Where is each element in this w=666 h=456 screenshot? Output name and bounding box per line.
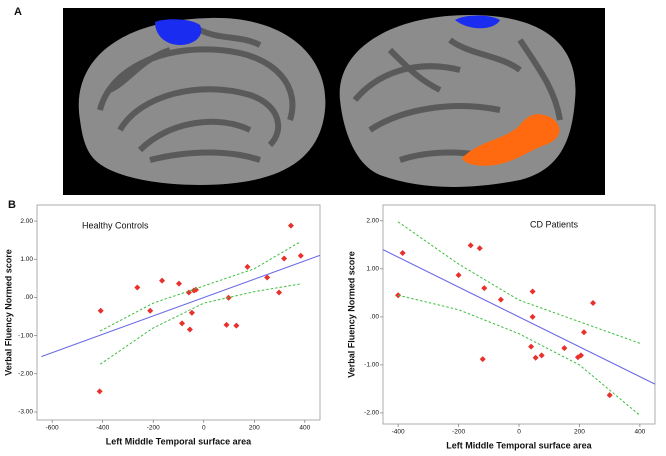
data-point <box>577 352 584 359</box>
fit-line <box>383 249 655 385</box>
panel-label: A <box>14 6 22 18</box>
data-point <box>97 307 104 314</box>
y-tick-label: .00 <box>24 294 33 301</box>
y-tick-label: -3.00 <box>18 409 33 416</box>
data-point <box>134 284 141 291</box>
x-tick-label: -600 <box>46 425 59 432</box>
plot-marks <box>41 222 320 395</box>
x-tick-label: 200 <box>574 429 585 436</box>
data-point <box>476 245 483 252</box>
x-tick-label: -400 <box>392 429 405 436</box>
x-tick-label: -200 <box>147 425 160 432</box>
data-point <box>399 250 406 257</box>
confidence-band <box>397 294 641 416</box>
data-point <box>497 296 504 303</box>
y-tick-label: 1.00 <box>20 256 33 263</box>
data-point <box>147 307 154 314</box>
data-point <box>529 288 536 295</box>
confidence-band <box>99 283 300 365</box>
chart: -600 -400 -200 0 200 400 2.00 1.00 .00 -1.00 -2.00… <box>3 204 321 446</box>
chart: -400 -200 0 200 400 2.00 1.00 .00 -1.00 -2.00 Left… <box>346 204 656 450</box>
data-point <box>297 252 304 259</box>
annotation: Healthy Controls <box>82 220 149 230</box>
fit-line <box>41 254 320 358</box>
y-axis-title: Verbal Fluency Normed score <box>3 249 13 376</box>
annotation: CD Patients <box>530 219 579 229</box>
panel-label: B <box>8 199 16 211</box>
data-point <box>186 326 193 333</box>
data-point <box>467 242 474 249</box>
data-point <box>532 354 539 361</box>
data-point <box>281 255 288 262</box>
data-point <box>538 352 545 359</box>
data-point <box>481 285 488 292</box>
data-point <box>479 356 486 363</box>
data-point <box>287 222 294 229</box>
data-point <box>179 320 186 327</box>
y-axis-title: Verbal Fluency Normed score <box>346 251 356 378</box>
confidence-band <box>99 241 301 332</box>
x-axis-title: Left Middle Temporal surface area <box>106 436 252 446</box>
y-tick-label: -2.00 <box>364 410 379 417</box>
data-point <box>176 280 183 287</box>
x-tick-label: 0 <box>517 429 521 436</box>
x-tick-label: 200 <box>249 425 260 432</box>
data-point <box>455 272 462 279</box>
x-tick-label: -200 <box>452 429 465 436</box>
data-point <box>264 274 271 281</box>
x-tick-label: -400 <box>96 425 109 432</box>
y-tick-label: -1.00 <box>364 362 379 369</box>
data-point <box>528 343 535 350</box>
data-point <box>188 309 195 316</box>
x-tick-label: 0 <box>202 425 206 432</box>
data-point <box>159 277 166 284</box>
data-point <box>561 345 568 352</box>
y-tick-label: -1.00 <box>18 332 33 339</box>
brain-panel <box>63 8 605 195</box>
y-tick-label: -2.00 <box>18 371 33 378</box>
data-point <box>192 286 199 293</box>
x-tick-label: 400 <box>634 429 645 436</box>
plot-frame <box>382 204 656 425</box>
data-point <box>233 322 240 329</box>
data-point <box>606 392 613 399</box>
data-point <box>96 388 103 395</box>
plot-marks <box>383 221 655 416</box>
y-tick-label: 2.00 <box>20 218 33 225</box>
y-tick-label: 2.00 <box>366 218 379 225</box>
data-point <box>223 321 230 328</box>
data-point <box>244 263 251 270</box>
data-point <box>529 313 536 320</box>
y-tick-label: 1.00 <box>366 266 379 273</box>
plot-frame <box>36 204 321 421</box>
x-tick-label: 400 <box>299 425 310 432</box>
x-axis-title: Left Middle Temporal surface area <box>446 440 592 450</box>
data-point <box>276 289 283 296</box>
data-point <box>590 299 597 306</box>
y-tick-label: .00 <box>370 314 379 321</box>
confidence-band <box>397 221 641 344</box>
data-point <box>580 329 587 336</box>
